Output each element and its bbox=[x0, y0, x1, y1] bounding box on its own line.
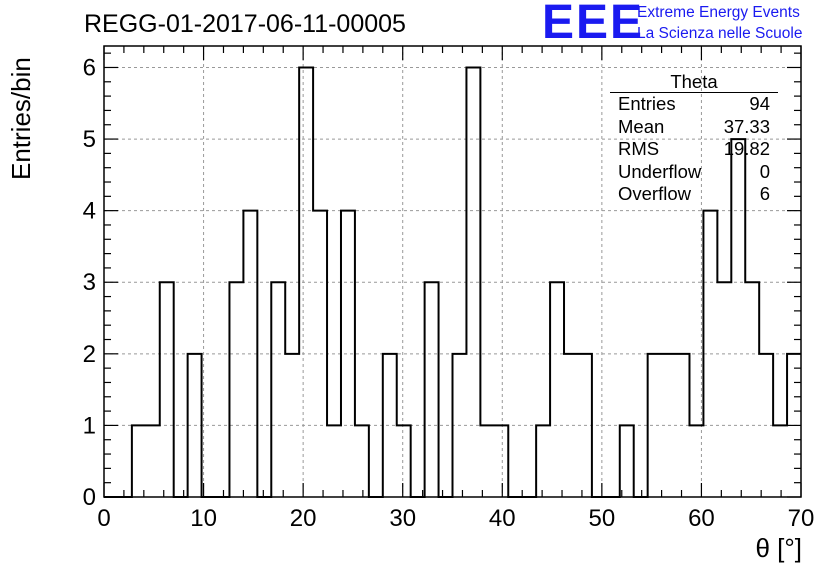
y-tick-label: 2 bbox=[83, 341, 96, 368]
y-axis-label: Entries/bin bbox=[6, 57, 36, 180]
histogram-bin bbox=[271, 282, 285, 497]
y-tick-label: 6 bbox=[83, 54, 96, 81]
histogram-bin bbox=[355, 425, 369, 497]
histogram-bin bbox=[299, 67, 313, 497]
histogram-bin bbox=[536, 425, 550, 497]
histogram-bin bbox=[494, 425, 508, 497]
y-tick-label: 3 bbox=[83, 269, 96, 296]
histogram-bin bbox=[146, 425, 160, 497]
x-tick-label: 20 bbox=[290, 505, 317, 532]
histogram-bin bbox=[620, 425, 634, 497]
x-tick-label: 10 bbox=[190, 505, 217, 532]
stats-row: Overflow 6 bbox=[610, 183, 778, 206]
histogram-bin bbox=[160, 282, 174, 497]
histogram-bin bbox=[648, 354, 662, 497]
histogram-bin bbox=[745, 282, 759, 497]
logo-subtitle-line1: Extreme Energy Events bbox=[637, 4, 800, 21]
y-tick-label: 4 bbox=[83, 198, 96, 225]
x-tick-label: 40 bbox=[489, 505, 516, 532]
histogram-bin bbox=[327, 425, 341, 497]
stats-value: 94 bbox=[749, 93, 770, 114]
stats-label: Mean bbox=[618, 115, 665, 137]
histogram-bin bbox=[425, 282, 439, 497]
stats-box: Theta Entries 94 Mean 37.33 RMS 19.82 Un… bbox=[610, 72, 778, 206]
stats-row: RMS 19.82 bbox=[610, 138, 778, 161]
y-tick-label: 5 bbox=[83, 126, 96, 153]
stats-row: Entries 94 bbox=[610, 93, 778, 116]
x-tick-label: 70 bbox=[788, 505, 815, 532]
stats-value: 0 bbox=[759, 160, 770, 182]
x-tick-label: 0 bbox=[97, 505, 110, 532]
stats-label: Underflow bbox=[618, 160, 702, 182]
histogram-bin bbox=[132, 425, 146, 497]
stats-value: 19.82 bbox=[723, 138, 770, 160]
eee-logo: EEE bbox=[542, 0, 645, 49]
x-tick-label: 60 bbox=[688, 505, 715, 532]
stats-row: Mean 37.33 bbox=[610, 116, 778, 139]
logo-subtitle-line2: La Scienza nelle Scuole bbox=[637, 25, 803, 42]
plot-frame bbox=[103, 45, 802, 498]
histogram-bin bbox=[773, 425, 787, 497]
y-tick-label: 1 bbox=[83, 412, 96, 439]
stats-value: 37.33 bbox=[723, 115, 770, 137]
stats-label: RMS bbox=[618, 138, 660, 160]
plot-title: REGG-01-2017-06-11-00005 bbox=[84, 10, 406, 38]
histogram-bin bbox=[397, 425, 411, 497]
histogram-bin bbox=[229, 282, 243, 497]
histogram-bin bbox=[717, 282, 731, 497]
stats-value: 6 bbox=[759, 183, 770, 205]
histogram-bin bbox=[480, 425, 494, 497]
stats-label: Overflow bbox=[618, 183, 691, 205]
stats-title: Theta bbox=[610, 72, 778, 93]
histogram-bin bbox=[550, 282, 564, 497]
x-tick-label: 30 bbox=[389, 505, 416, 532]
x-axis-label: θ [°] bbox=[755, 533, 802, 563]
x-tick-label: 50 bbox=[589, 505, 616, 532]
stats-row: Underflow 0 bbox=[610, 161, 778, 184]
y-tick-label: 0 bbox=[83, 484, 96, 511]
stats-label: Entries bbox=[618, 93, 676, 114]
